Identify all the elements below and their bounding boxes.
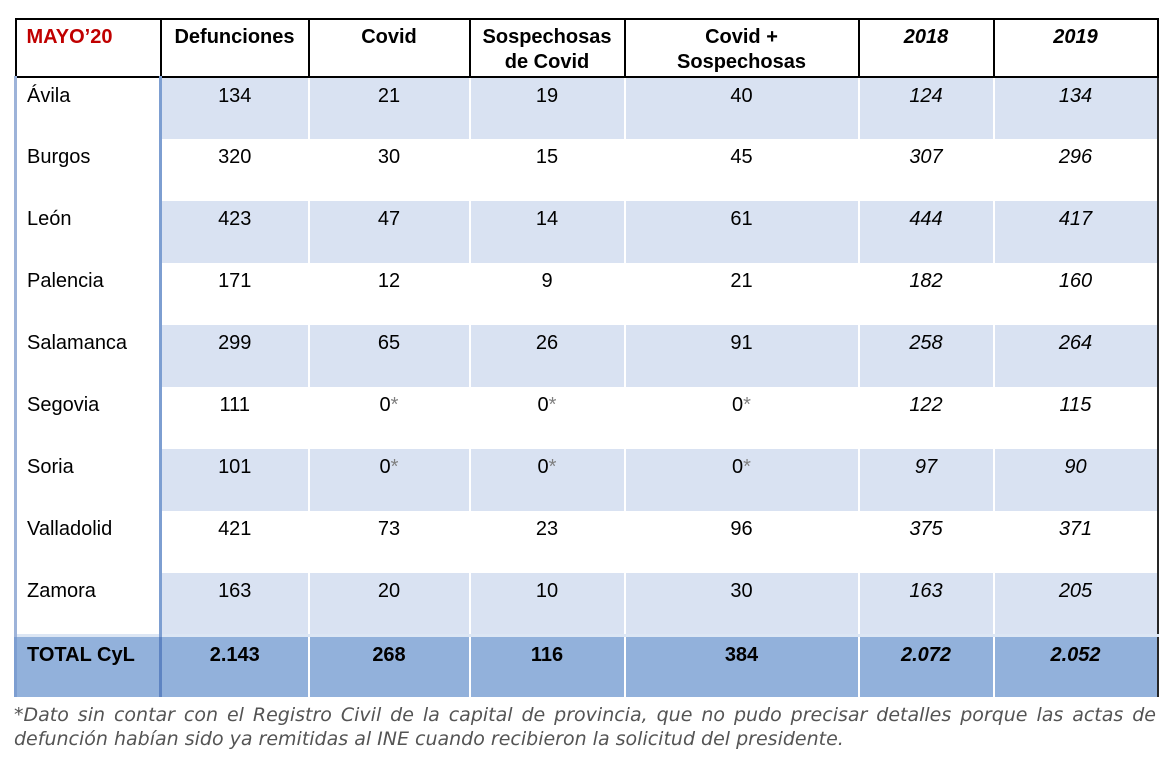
total-value-cell: 116	[468, 633, 625, 697]
mortality-table: MAYO’20 Defunciones Covid Sospechosas de…	[14, 18, 1159, 697]
value-cell: 258	[857, 325, 994, 387]
value-cell: 12	[307, 263, 470, 325]
value-cell: 299	[159, 325, 309, 387]
value-cell: 40	[623, 77, 859, 139]
value-cell: 23	[468, 511, 625, 573]
value-cell: 417	[992, 201, 1159, 263]
value-cell: 307	[857, 139, 994, 201]
value-cell: 65	[307, 325, 470, 387]
value-cell: 124	[857, 77, 994, 139]
value-cell: 320	[159, 139, 309, 201]
value-cell: 30	[623, 573, 859, 635]
footnote-asterisk: *	[548, 456, 557, 478]
header-2019: 2019	[992, 18, 1159, 78]
value-cell: 91	[623, 325, 859, 387]
value-cell: 163	[159, 573, 309, 635]
value-cell: 19	[468, 77, 625, 139]
value-cell: 73	[307, 511, 470, 573]
value-cell: 421	[159, 511, 309, 573]
footnote-asterisk: *	[390, 456, 399, 478]
value-cell: 371	[992, 511, 1159, 573]
value-cell: 171	[159, 263, 309, 325]
value-cell: 90	[992, 449, 1159, 511]
total-value-cell: 2.143	[159, 633, 309, 697]
value-cell: 444	[857, 201, 994, 263]
province-cell: Palencia	[14, 263, 162, 325]
value-cell: 10	[468, 573, 625, 635]
total-value-cell: 384	[623, 633, 859, 697]
total-value-cell: 2.052	[992, 633, 1159, 697]
value-cell: 160	[992, 263, 1159, 325]
value-cell: 0*	[468, 387, 625, 449]
value-cell: 0*	[468, 449, 625, 511]
value-cell: 115	[992, 387, 1159, 449]
province-cell: Segovia	[14, 387, 162, 449]
value-cell: 111	[159, 387, 309, 449]
header-covid: Covid	[307, 18, 471, 78]
footnote-asterisk: *	[743, 456, 751, 478]
value-cell: 0*	[307, 387, 470, 449]
value-cell: 0*	[623, 387, 859, 449]
value-cell: 205	[992, 573, 1159, 635]
value-cell: 296	[992, 139, 1159, 201]
value-cell: 61	[623, 201, 859, 263]
value-cell: 0*	[307, 449, 470, 511]
value-cell: 96	[623, 511, 859, 573]
header-covid-sospechosas: Covid + Sospechosas	[623, 18, 860, 78]
header-2018: 2018	[857, 18, 995, 78]
header-row: MAYO’20 Defunciones Covid Sospechosas de…	[14, 18, 1159, 78]
total-value-cell: 268	[307, 633, 470, 697]
value-cell: 14	[468, 201, 625, 263]
table-row: Valladolid 421 73 23 96 375 371	[14, 511, 1159, 573]
province-cell: Ávila	[14, 77, 162, 139]
header-month: MAYO’20	[14, 18, 162, 78]
footnote-asterisk: *	[548, 394, 557, 416]
table-row: Ávila 134 21 19 40 124 134	[14, 77, 1159, 139]
value-cell: 97	[857, 449, 994, 511]
value-cell: 20	[307, 573, 470, 635]
value-cell: 15	[468, 139, 625, 201]
total-label-cell: TOTAL CyL	[14, 633, 162, 697]
value-cell: 182	[857, 263, 994, 325]
value-cell: 101	[159, 449, 309, 511]
footnote: *Dato sin contar con el Registro Civil d…	[14, 704, 1156, 750]
value-cell: 122	[857, 387, 994, 449]
table-row: León 423 47 14 61 444 417	[14, 201, 1159, 263]
province-cell: Soria	[14, 449, 162, 511]
value-cell: 30	[307, 139, 470, 201]
value-cell: 21	[307, 77, 470, 139]
value-cell: 134	[992, 77, 1159, 139]
value-cell: 9	[468, 263, 625, 325]
value-cell: 26	[468, 325, 625, 387]
table-row: Burgos 320 30 15 45 307 296	[14, 139, 1159, 201]
value-cell: 47	[307, 201, 470, 263]
value-cell: 163	[857, 573, 994, 635]
value-cell: 423	[159, 201, 309, 263]
table-row: Salamanca 299 65 26 91 258 264	[14, 325, 1159, 387]
province-cell: Zamora	[14, 573, 162, 635]
table-row: Segovia 111 0* 0* 0* 122 115	[14, 387, 1159, 449]
footnote-asterisk: *	[390, 394, 399, 416]
value-cell: 21	[623, 263, 859, 325]
footnote-asterisk: *	[743, 394, 751, 416]
header-defunciones: Defunciones	[159, 18, 310, 78]
table-row: Zamora 163 20 10 30 163 205	[14, 573, 1159, 635]
province-cell: Valladolid	[14, 511, 162, 573]
header-sospechosas: Sospechosas de Covid	[468, 18, 626, 78]
total-value-cell: 2.072	[857, 633, 994, 697]
total-row: TOTAL CyL 2.143 268 116 384 2.072 2.052	[14, 633, 1159, 697]
value-cell: 0*	[623, 449, 859, 511]
province-cell: Salamanca	[14, 325, 162, 387]
province-cell: León	[14, 201, 162, 263]
table-row: Palencia 171 12 9 21 182 160	[14, 263, 1159, 325]
value-cell: 45	[623, 139, 859, 201]
table-row: Soria 101 0* 0* 0* 97 90	[14, 449, 1159, 511]
value-cell: 375	[857, 511, 994, 573]
value-cell: 134	[159, 77, 309, 139]
province-cell: Burgos	[14, 139, 162, 201]
value-cell: 264	[992, 325, 1159, 387]
